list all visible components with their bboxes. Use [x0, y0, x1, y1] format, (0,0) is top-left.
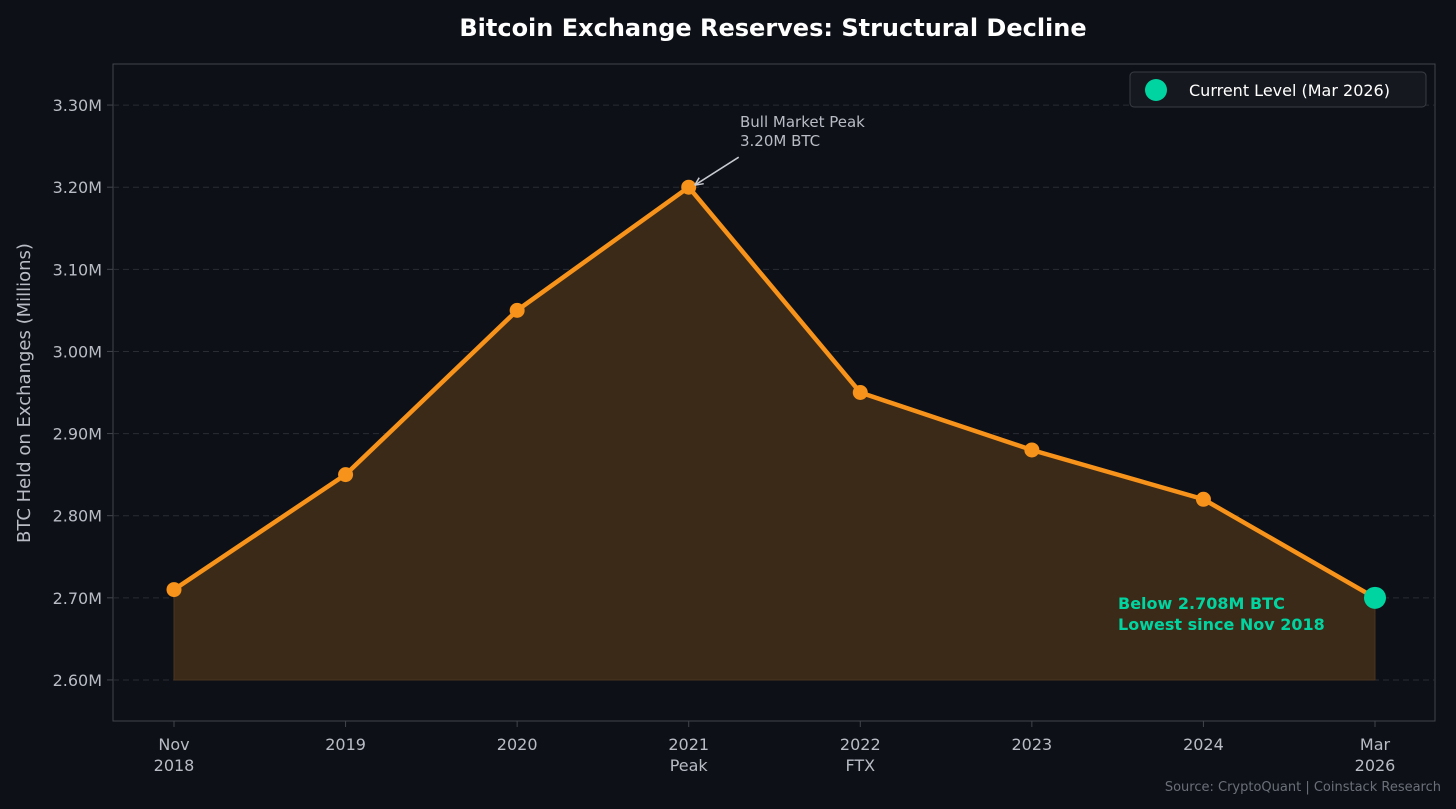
peak-arrowhead [694, 177, 704, 186]
x-tick-label-line: Mar [1360, 735, 1391, 754]
x-tick-label-line: 2020 [497, 735, 538, 754]
y-tick-label: 2.80M [53, 507, 102, 526]
x-axis-ticks: Nov 2018 2019 2020 2021 Peak 2022 FTX 2023 2024 Ma… [154, 721, 1396, 775]
x-tick-label: 2021 Peak [668, 735, 709, 775]
chart-title: Bitcoin Exchange Reserves: Structural De… [459, 14, 1086, 42]
x-tick-label-line: 2018 [154, 756, 195, 775]
data-points [166, 179, 1386, 609]
x-tick-label-line: Peak [670, 756, 709, 775]
data-point [509, 302, 525, 318]
x-tick-label-line: 2026 [1355, 756, 1396, 775]
peak-annotation-line: 3.20M BTC [740, 132, 820, 150]
peak-annotation: Bull Market Peak 3.20M BTC [740, 113, 865, 150]
x-tick-label: 2022 FTX [840, 735, 881, 775]
y-tick-label: 2.60M [53, 671, 102, 690]
x-tick-label-line: 2021 [668, 735, 709, 754]
data-point [681, 179, 697, 195]
current-level-point [1364, 586, 1386, 609]
annotations: Bull Market Peak 3.20M BTC Below 2.708M BT… [694, 113, 1325, 634]
y-tick-label: 3.20M [53, 178, 102, 197]
plot-frame [112, 63, 1436, 722]
y-tick-label: 2.90M [53, 425, 102, 444]
legend-marker [1145, 79, 1167, 101]
x-tick-label-line: 2022 [840, 735, 881, 754]
legend-label: Current Level (Mar 2026) [1189, 81, 1390, 100]
data-point [1195, 491, 1211, 507]
x-tick-label: 2024 [1183, 735, 1224, 754]
x-tick-label: Nov 2018 [154, 735, 195, 775]
x-tick-label: 2023 [1011, 735, 1052, 754]
x-tick-label-line: Nov [158, 735, 189, 754]
current-level-callout: Below 2.708M BTC Lowest since Nov 2018 [1118, 594, 1325, 634]
x-tick-label: 2020 [497, 735, 538, 754]
source-credit: Source: CryptoQuant | Coinstack Research [1165, 780, 1441, 795]
y-axis-ticks: 2.60M 2.70M 2.80M 2.90M 3.00M 3.10M 3.20M 3.30M [53, 96, 113, 690]
x-tick-label-line: FTX [845, 756, 875, 775]
x-tick-label-line: 2019 [325, 735, 366, 754]
current-level-callout-line: Below 2.708M BTC [1118, 594, 1285, 613]
y-axis-label: BTC Held on Exchanges (Millions) [14, 243, 35, 543]
x-tick-label: Mar 2026 [1355, 735, 1396, 775]
x-tick-label-line: 2023 [1011, 735, 1052, 754]
y-tick-label: 3.00M [53, 342, 102, 361]
legend: Current Level (Mar 2026) [1129, 71, 1427, 108]
data-point [166, 582, 182, 598]
peak-annotation-line: Bull Market Peak [740, 113, 865, 131]
data-point [338, 467, 354, 483]
y-tick-label: 3.30M [53, 96, 102, 115]
series-line-layer [171, 184, 1378, 601]
data-point [852, 385, 868, 400]
x-tick-label: 2019 [325, 735, 366, 754]
y-tick-label: 3.10M [53, 260, 102, 279]
peak-arrow [694, 156, 740, 186]
y-tick-label: 2.70M [53, 589, 102, 608]
series-line [171, 184, 1378, 601]
current-level-callout-line: Lowest since Nov 2018 [1118, 615, 1325, 634]
legend-box [1129, 71, 1427, 108]
data-point [1024, 442, 1040, 458]
x-tick-label-line: 2024 [1183, 735, 1224, 754]
